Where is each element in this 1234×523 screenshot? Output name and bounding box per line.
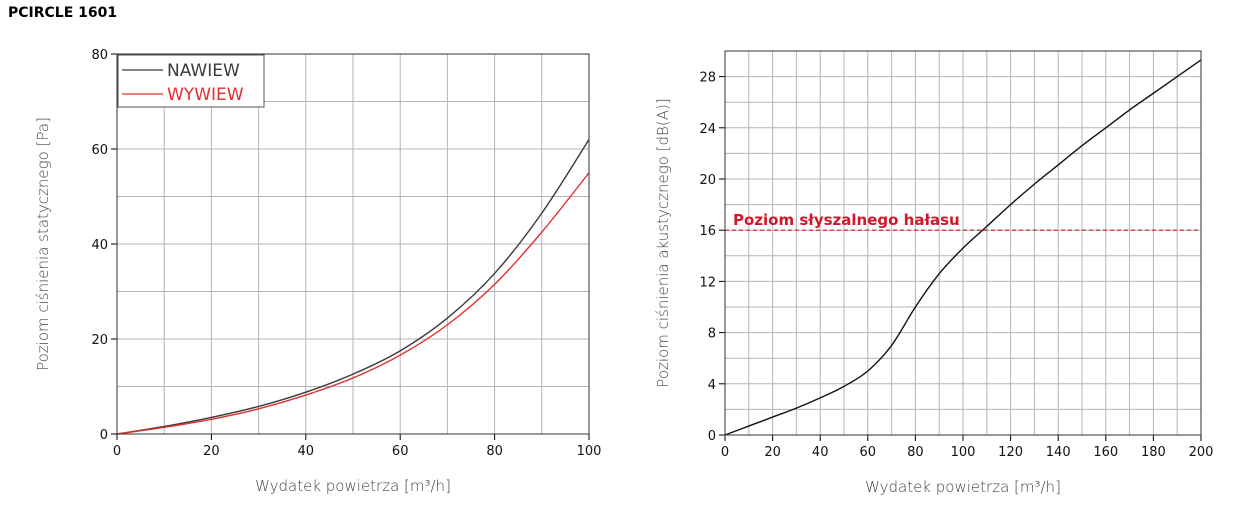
x-tick-label: 0 <box>721 445 729 460</box>
y-tick-label: 16 <box>699 224 716 239</box>
x-tick-label: 60 <box>392 444 409 459</box>
y-tick-label: 24 <box>699 122 716 137</box>
y-tick-label: 4 <box>708 378 716 393</box>
x-tick-label: 0 <box>113 444 121 459</box>
legend-label: WYWIEW <box>167 85 244 105</box>
chart-1: 0 20 40 60 80 100 0 20 40 60 80 NAWIEW WYWIEW Wydatek… <box>34 48 601 495</box>
series-line-nawiew <box>116 139 590 435</box>
y-tick-label: 0 <box>708 429 716 444</box>
x-tick-label: 20 <box>764 445 781 460</box>
legend: NAWIEW WYWIEW <box>117 54 265 108</box>
y-axis-label: Poziom ciśnienia akustycznego [dB(A)] <box>654 98 672 387</box>
x-tick-label: 160 <box>1093 445 1118 460</box>
y-tick-label: 28 <box>699 71 716 86</box>
y-tick-label: 8 <box>708 327 716 342</box>
x-tick-label: 60 <box>860 445 877 460</box>
legend-label: NAWIEW <box>167 61 240 81</box>
plot-frame <box>724 50 1202 436</box>
series-line-noise <box>724 59 1202 436</box>
x-tick-label: 40 <box>812 445 829 460</box>
x-tick-label: 180 <box>1141 445 1166 460</box>
x-tick-label: 120 <box>998 445 1023 460</box>
x-tick-label: 100 <box>577 444 602 459</box>
x-tick-label: 140 <box>1046 445 1071 460</box>
x-tick-label: 20 <box>203 444 220 459</box>
reference-line-label: Poziom słyszalnego hałasu <box>733 211 960 229</box>
x-tick-label: 100 <box>951 445 976 460</box>
y-tick-label: 80 <box>91 48 108 63</box>
x-tick-label: 40 <box>298 444 315 459</box>
y-tick-label: 12 <box>699 275 716 290</box>
x-tick-label: 80 <box>907 445 924 460</box>
series-line-wywiew <box>116 172 590 435</box>
page-title: PCIRCLE 1601 <box>8 5 118 21</box>
y-tick-label: 20 <box>699 173 716 188</box>
x-axis-label: Wydatek powietrza [m³/h] <box>255 477 451 495</box>
y-tick-label: 60 <box>91 143 108 158</box>
x-axis-label: Wydatek powietrza [m³/h] <box>865 478 1061 496</box>
legend-box <box>117 54 265 108</box>
x-tick-label: 200 <box>1189 445 1214 460</box>
chart-2: 0 20 40 60 80 100 120 140 160 180 200 0 4 8 12 16 20 24 28… <box>654 50 1214 496</box>
y-axis-label: Poziom ciśnienia statycznego [Pa] <box>34 117 52 371</box>
y-tick-label: 40 <box>91 238 108 253</box>
plot-frame <box>116 53 590 435</box>
y-tick-label: 20 <box>91 333 108 348</box>
x-tick-label: 80 <box>486 444 503 459</box>
y-tick-label: 0 <box>100 428 108 443</box>
